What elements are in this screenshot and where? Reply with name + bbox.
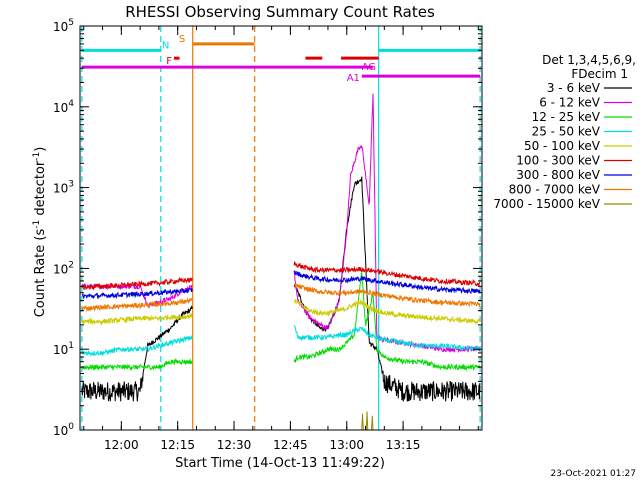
series-line [293, 260, 481, 287]
y-tick-exp: 2 [68, 260, 74, 270]
y-tick-exp: 1 [68, 341, 74, 351]
vertical-markers [81, 26, 481, 430]
footer-timestamp: 23-Oct-2021 01:27 [551, 469, 636, 479]
legend-entry-label: 7000 - 15000 keV [493, 197, 600, 211]
flag-label: A1 [347, 73, 360, 84]
flag-label: N [162, 40, 169, 51]
legend-entry-label: 6 - 12 keV [539, 96, 601, 110]
y-tick-label: 103 [53, 180, 74, 196]
y-tick-label: 100 [53, 422, 74, 438]
series-line [81, 305, 193, 402]
series-line [293, 176, 481, 402]
x-tick-label: 13:00 [329, 438, 364, 452]
legend-title-1: Det 1,3,4,5,6,9, [542, 53, 636, 67]
y-tick-label: 102 [53, 260, 74, 276]
y-tick-base: 10 [53, 262, 68, 276]
series-line [81, 313, 193, 326]
legend-entry-label: 50 - 100 keV [524, 139, 601, 153]
x-axis-label: Start Time (14-Oct-13 11:49:22) [175, 456, 385, 471]
y-axis-label: Count Rate (s-1 detector-1) [32, 147, 48, 318]
legend-entry-label: 300 - 800 keV [516, 168, 600, 182]
series-line [293, 270, 481, 295]
y-tick-label: 101 [53, 341, 74, 357]
y-tick-base: 10 [53, 101, 68, 115]
flag-label: S [179, 34, 185, 45]
x-tick-label: 12:30 [217, 438, 252, 452]
y-tick-exp: 5 [68, 18, 74, 28]
y-axis-label-main: Count Rate (s [33, 229, 48, 318]
series-line [81, 335, 193, 357]
y-tick-base: 10 [53, 424, 68, 438]
y-axis-label-exp2: -1 [32, 152, 42, 161]
chart-title: RHESSI Observing Summary Count Rates [125, 3, 435, 21]
x-tick-label: 12:45 [273, 438, 308, 452]
y-tick-label: 105 [53, 18, 74, 34]
legend-title-2: FDecim 1 [571, 67, 628, 81]
series-line [81, 358, 193, 372]
flag-label: AG [362, 62, 376, 73]
flag-label: F [166, 56, 172, 67]
series-line [293, 283, 481, 308]
legend-entry-label: 12 - 25 keV [532, 110, 601, 124]
series-layer [81, 93, 481, 430]
y-tick-base: 10 [53, 182, 68, 196]
series-line [81, 297, 193, 313]
series-line [293, 324, 481, 352]
y-tick-exp: 4 [68, 99, 74, 109]
y-axis-label-close: ) [33, 147, 48, 152]
legend-entry-label: 3 - 6 keV [547, 81, 601, 95]
y-tick-exp: 0 [68, 422, 74, 432]
y-tick-exp: 3 [68, 180, 74, 190]
series-line [293, 298, 481, 326]
series-line [81, 276, 193, 291]
y-axis-label-tail: detector [33, 160, 48, 220]
x-axis: 12:00 12:15 12:30 12:45 13:00 13:15 [83, 26, 479, 452]
x-tick-label: 13:15 [386, 438, 421, 452]
y-tick-label: 104 [53, 99, 74, 115]
legend-entry-label: 25 - 50 keV [532, 125, 601, 139]
series-line [81, 287, 193, 300]
y-axis-label-exp: -1 [32, 220, 42, 229]
x-tick-label: 12:15 [160, 438, 195, 452]
y-tick-base: 10 [53, 20, 68, 34]
legend-entry-label: 100 - 300 keV [516, 154, 600, 168]
legend-entry-label: 800 - 7000 keV [509, 183, 601, 197]
y-tick-base: 10 [53, 343, 68, 357]
x-tick-label: 12:00 [104, 438, 139, 452]
series-line-7000-15000-kev [361, 411, 374, 430]
series-line [293, 271, 481, 372]
plot-frame [79, 25, 483, 431]
